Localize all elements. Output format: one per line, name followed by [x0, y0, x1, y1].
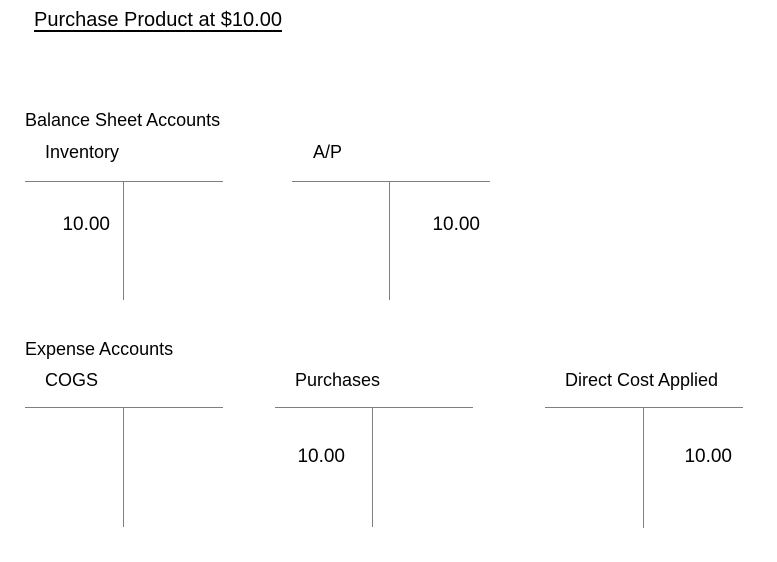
- t-account-stem-line: [372, 407, 373, 527]
- account-label-ap: A/P: [313, 142, 343, 162]
- account-label-purchases: Purchases: [295, 370, 381, 390]
- t-account-top-line: [25, 181, 223, 182]
- account-label-inventory: Inventory: [45, 142, 120, 162]
- t-account-stem-line: [389, 181, 390, 300]
- t-account-stem-line: [123, 407, 124, 527]
- t-account-top-line: [292, 181, 490, 182]
- credit-amount: 10.00: [684, 446, 732, 467]
- t-account-stem-line: [643, 407, 644, 528]
- t-account-direct-cost-applied: 10.00: [545, 407, 743, 528]
- debit-amount: 10.00: [62, 214, 110, 235]
- section-label-balance-sheet: Balance Sheet Accounts: [25, 110, 221, 130]
- t-account-top-line: [545, 407, 743, 408]
- credit-amount: 10.00: [432, 214, 480, 235]
- t-account-cogs: [25, 407, 223, 527]
- section-label-expense: Expense Accounts: [25, 339, 174, 359]
- slide-title: Purchase Product at $10.00: [34, 9, 282, 31]
- account-label-cogs: COGS: [45, 370, 99, 390]
- debit-amount: 10.00: [297, 446, 345, 467]
- t-account-purchases: 10.00: [275, 407, 473, 527]
- t-account-top-line: [25, 407, 223, 408]
- t-account-top-line: [275, 407, 473, 408]
- account-label-direct-cost-applied: Direct Cost Applied: [565, 370, 719, 390]
- t-account-ap: 10.00: [292, 181, 490, 300]
- t-account-stem-line: [123, 181, 124, 300]
- t-account-inventory: 10.00: [25, 181, 223, 300]
